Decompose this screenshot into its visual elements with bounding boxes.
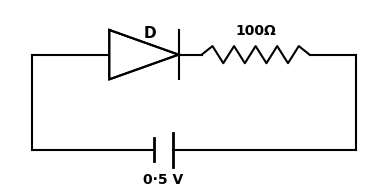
Text: 100Ω: 100Ω xyxy=(235,24,276,38)
Polygon shape xyxy=(109,30,178,79)
Text: D: D xyxy=(144,26,156,41)
Text: 0·5 V: 0·5 V xyxy=(143,173,183,187)
